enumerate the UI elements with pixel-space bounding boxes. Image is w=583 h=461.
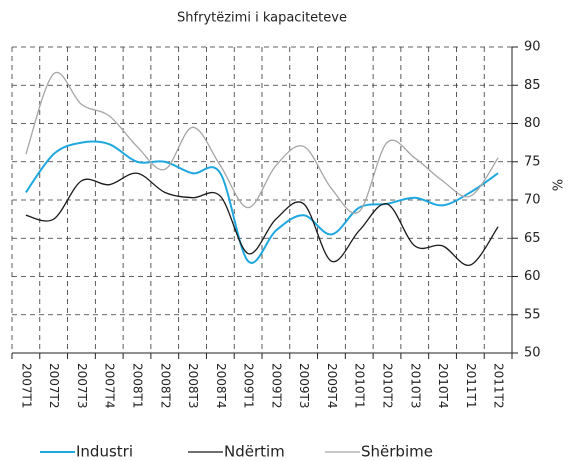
x-tick-label: 2007T1 — [19, 363, 33, 409]
x-tick-label: 2007T2 — [47, 363, 61, 409]
x-tick-label: 2009T1 — [242, 363, 256, 409]
y-tick-label: 65 — [524, 231, 541, 246]
x-tick-label: 2009T3 — [297, 363, 311, 409]
line — [25, 71, 499, 214]
y-tick-label: 60 — [524, 269, 541, 284]
y-axis-label: % — [549, 179, 564, 191]
legend-label: Shërbime — [361, 443, 433, 461]
x-tick-label: 2010T4 — [436, 363, 450, 409]
legend-label: Industri — [76, 443, 133, 461]
y-tick-label: 80 — [524, 116, 541, 131]
y-tick-label: 90 — [524, 40, 541, 55]
x-tick-label: 2011T1 — [464, 363, 478, 409]
x-tick-label: 2008T2 — [158, 363, 172, 409]
y-tick-label: 55 — [524, 307, 541, 322]
x-tick-label: 2009T2 — [269, 363, 283, 409]
x-tick-label: 2009T4 — [325, 363, 339, 409]
y-tick-label: 50 — [524, 346, 541, 361]
legend-label: Ndërtim — [224, 443, 285, 461]
x-tick-label: 2008T1 — [131, 363, 145, 409]
x-tick-label: 2008T3 — [186, 363, 200, 409]
x-tick-label: 2011T2 — [492, 363, 506, 409]
x-tick-label: 2010T3 — [408, 363, 422, 409]
line — [25, 172, 499, 266]
x-tick-label: 2007T3 — [75, 363, 89, 409]
x-tick-label: 2007T4 — [103, 363, 117, 409]
x-tick-label: 2008T4 — [214, 363, 228, 409]
chart-title: Shfrytëzimi i kapaciteteve — [177, 11, 347, 26]
x-tick-label: 2010T2 — [381, 363, 395, 409]
y-tick-label: 70 — [524, 193, 541, 208]
y-tick-label: 75 — [524, 154, 541, 169]
y-tick-label: 85 — [524, 78, 541, 93]
x-tick-label: 2010T1 — [353, 363, 367, 409]
line — [25, 140, 499, 264]
